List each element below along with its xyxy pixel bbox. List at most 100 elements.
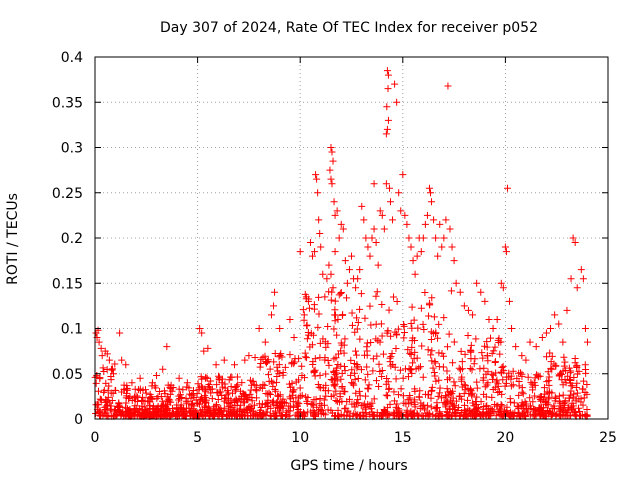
data-point <box>304 408 312 416</box>
data-point <box>482 393 490 401</box>
data-point <box>502 248 510 256</box>
data-point <box>575 395 583 403</box>
data-point <box>166 390 174 398</box>
data-point <box>175 374 183 382</box>
data-point <box>511 408 519 416</box>
data-point <box>410 409 418 417</box>
data-point <box>196 325 204 332</box>
data-point <box>290 334 298 342</box>
data-point <box>408 324 416 332</box>
data-point <box>354 396 362 404</box>
data-point <box>339 225 347 233</box>
data-point <box>94 326 102 334</box>
data-point <box>510 399 518 407</box>
data-point <box>417 304 425 312</box>
data-point <box>564 404 572 412</box>
data-point <box>340 349 348 357</box>
data-point <box>423 211 431 219</box>
data-point <box>261 381 269 389</box>
data-point <box>408 303 416 311</box>
data-point <box>443 408 451 416</box>
data-point <box>444 82 452 90</box>
data-point <box>354 375 362 383</box>
data-point <box>464 384 472 392</box>
data-point <box>139 397 147 405</box>
data-point <box>302 393 310 401</box>
data-point <box>338 383 346 391</box>
data-point <box>272 387 280 395</box>
data-point <box>296 384 304 392</box>
data-point <box>393 400 401 408</box>
data-point <box>447 287 455 295</box>
data-point <box>567 367 575 375</box>
data-point <box>352 410 360 418</box>
data-point <box>332 387 340 395</box>
data-point <box>337 220 345 228</box>
data-point <box>452 279 460 287</box>
data-point <box>290 386 298 394</box>
data-point <box>531 412 539 420</box>
data-point <box>499 284 507 292</box>
data-point <box>332 367 340 375</box>
data-point <box>455 404 463 412</box>
data-point <box>386 400 394 408</box>
data-point <box>387 332 395 340</box>
data-point <box>264 390 272 398</box>
data-point <box>256 363 264 371</box>
data-point <box>491 343 499 351</box>
data-point <box>414 324 422 332</box>
data-point <box>551 311 559 319</box>
data-point <box>262 359 270 367</box>
data-point <box>458 383 466 391</box>
data-point <box>318 406 326 414</box>
data-point <box>248 397 256 405</box>
data-point <box>99 364 107 372</box>
data-point <box>296 248 304 256</box>
data-point <box>537 405 545 413</box>
data-point <box>100 410 108 418</box>
data-point <box>385 184 393 192</box>
data-point <box>390 388 398 396</box>
data-point <box>540 384 548 392</box>
data-point <box>153 394 161 402</box>
data-point <box>464 306 472 314</box>
x-tick-label: 20 <box>496 430 514 446</box>
data-point <box>399 392 407 400</box>
data-point <box>114 403 122 411</box>
data-point <box>481 342 489 350</box>
data-point <box>316 371 324 379</box>
data-point <box>357 402 365 410</box>
data-point <box>204 383 212 391</box>
data-point <box>329 284 337 292</box>
data-point <box>267 377 275 385</box>
data-point <box>295 376 303 384</box>
data-point <box>275 353 283 361</box>
data-point <box>431 405 439 413</box>
data-point <box>557 412 565 420</box>
data-point <box>507 382 515 390</box>
data-point <box>582 366 590 374</box>
data-point <box>456 288 464 296</box>
data-point <box>130 406 138 414</box>
data-point <box>356 305 364 313</box>
data-point <box>545 381 553 389</box>
data-point <box>197 393 205 401</box>
data-point <box>408 337 416 345</box>
data-point <box>166 409 174 417</box>
data-point <box>488 349 496 357</box>
data-point <box>213 381 221 389</box>
data-point <box>250 401 258 409</box>
data-point <box>427 189 435 197</box>
data-point <box>560 362 568 370</box>
data-point <box>390 293 398 301</box>
data-point <box>482 370 490 378</box>
data-point <box>328 148 336 156</box>
data-point <box>301 290 309 298</box>
data-point <box>416 387 424 395</box>
data-point <box>545 373 553 381</box>
data-point <box>220 356 228 364</box>
data-point <box>413 354 421 362</box>
data-point <box>363 339 371 347</box>
data-point <box>483 381 491 389</box>
data-point <box>336 390 344 398</box>
